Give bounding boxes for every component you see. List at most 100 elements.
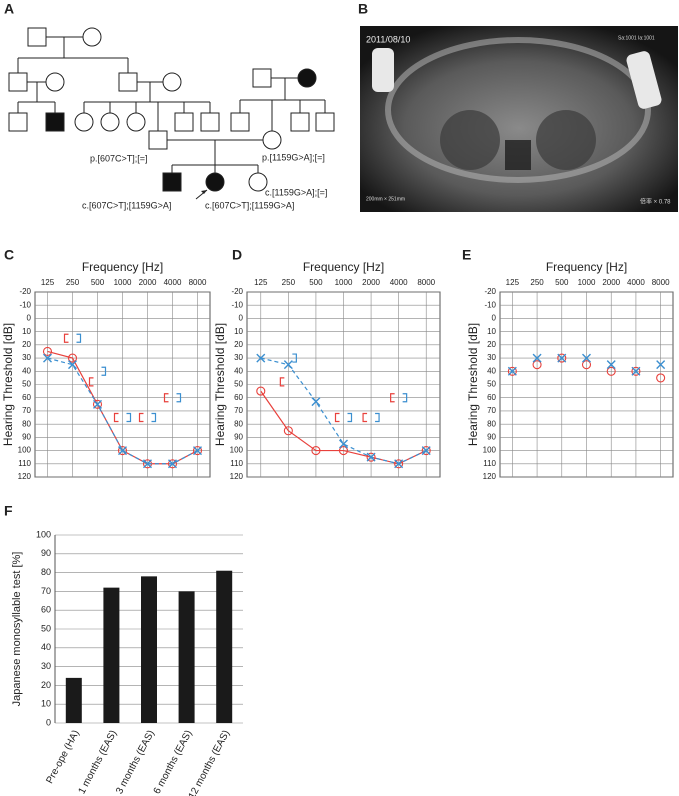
y-tick-label: 100 [230, 446, 244, 455]
marker-bracket [390, 393, 395, 403]
y-tick-label: 110 [18, 459, 31, 468]
marker-bracket [362, 412, 368, 423]
y-tick-label: 100 [18, 446, 32, 455]
y-tick-label: -20 [19, 287, 31, 296]
marker-bracket [88, 377, 94, 387]
marker-circle [167, 459, 178, 469]
y-tick-label: 20 [234, 340, 243, 349]
marker-circle [283, 426, 293, 436]
x-tick-label: 500 [91, 278, 105, 287]
marker-cross [118, 446, 127, 456]
genotype-label: p.[607C>T];[=] [90, 153, 148, 163]
y-tick-label: 80 [234, 419, 243, 428]
panel-label: F [4, 503, 13, 519]
x-tick-label: 1 months (EAS) [77, 728, 120, 795]
marker-cross [143, 459, 152, 469]
marker-bracket [163, 393, 169, 403]
x-tick-label: 4000 [164, 278, 182, 287]
y-tick-label: -10 [19, 300, 31, 309]
x-tick-label: 250 [530, 278, 544, 287]
y-tick-label: 90 [487, 432, 496, 441]
y-tick-label: 110 [230, 459, 243, 468]
marker-cross [93, 399, 102, 409]
y-tick-label: 90 [22, 432, 31, 441]
marker-circle [117, 446, 128, 456]
marker-cross [283, 360, 293, 370]
genotype-label: p.[1159G>A];[=] [262, 152, 325, 162]
genotype-label: c.[607C>T];[1159G>A] [205, 200, 294, 210]
y-tick-label: 20 [22, 340, 31, 349]
bar [141, 576, 157, 723]
xray-image: 2011/08/10 Sa:1001 Ia:1001 200mm × 251mm… [360, 26, 678, 212]
marker-bracket [126, 412, 132, 423]
marker-cross [606, 360, 616, 370]
x-tick-label: 8000 [652, 278, 670, 287]
marker-circle [507, 366, 517, 376]
x-tick-label: 4000 [390, 278, 408, 287]
y-tick-label: 40 [22, 366, 31, 375]
marker-circle [656, 373, 666, 383]
xray-date: 2011/08/10 [366, 34, 410, 44]
x-tick-label: 500 [555, 278, 569, 287]
marker-bracket [292, 353, 297, 363]
genotype-label: c.[1159G>A];[=] [265, 187, 327, 197]
panel-label: B [358, 1, 368, 17]
marker-cross [68, 360, 77, 370]
y-tick-label: 100 [36, 529, 51, 539]
y-tick-label: 50 [487, 380, 496, 389]
marker-circle [311, 446, 321, 456]
y-tick-label: 70 [41, 586, 51, 596]
marker-cross [557, 353, 567, 363]
marker-circle [606, 366, 616, 376]
marker-cross [256, 353, 266, 363]
x-tick-label: 2000 [139, 278, 157, 287]
y-tick-label: 60 [22, 393, 31, 402]
marker-cross [366, 452, 376, 462]
y-tick-label: -10 [484, 300, 496, 309]
y-tick-label: 60 [41, 605, 51, 615]
y-tick-label: 40 [487, 366, 496, 375]
y-axis-label: Hearing Threshold [dB] [466, 323, 480, 446]
y-tick-label: 60 [487, 393, 496, 402]
bar [178, 591, 195, 723]
x-tick-label: 8000 [417, 278, 435, 287]
marker-cross [631, 366, 641, 376]
bar [216, 570, 233, 723]
y-tick-label: 70 [22, 406, 31, 415]
y-tick-label: 50 [234, 380, 243, 389]
x-tick-label: Pre-ope (HA) [44, 728, 81, 785]
marker-circle [92, 399, 103, 409]
x-tick-label: 125 [254, 278, 268, 287]
x-tick-label: 250 [282, 278, 296, 287]
y-tick-label: 30 [41, 661, 51, 671]
x-tick-label: 1000 [578, 278, 596, 287]
x-tick-label: 1000 [114, 278, 132, 287]
y-tick-label: 70 [487, 406, 496, 415]
y-tick-label: 80 [487, 419, 496, 428]
x-tick-label: 12 months (EAS) [187, 728, 232, 796]
y-tick-label: 0 [239, 314, 244, 323]
marker-circle [394, 459, 404, 469]
panel-label: A [4, 1, 14, 17]
y-tick-label: 90 [234, 432, 243, 441]
marker-bracket [347, 412, 353, 423]
x-tick-label: 2000 [602, 278, 620, 287]
xray-id: Sa:1001 Ia:1001 [618, 35, 655, 41]
y-axis-label: Japanese monosyllable test [%] [11, 552, 23, 707]
panel-label: C [4, 247, 14, 263]
marker-circle [192, 446, 203, 456]
marker-bracket [63, 333, 69, 343]
marker-cross [394, 459, 404, 469]
y-tick-label: 10 [234, 327, 243, 336]
y-tick-label: -20 [231, 287, 243, 296]
chart-title: Frequency [Hz] [82, 260, 163, 274]
y-tick-label: -20 [484, 287, 496, 296]
y-tick-label: 10 [41, 699, 51, 709]
y-tick-label: 120 [483, 472, 497, 481]
x-tick-label: 2000 [362, 278, 380, 287]
marker-bracket [138, 412, 144, 423]
x-tick-label: 1000 [335, 278, 353, 287]
y-tick-label: 30 [234, 353, 243, 362]
marker-circle [631, 366, 641, 376]
y-tick-label: 40 [41, 642, 51, 652]
